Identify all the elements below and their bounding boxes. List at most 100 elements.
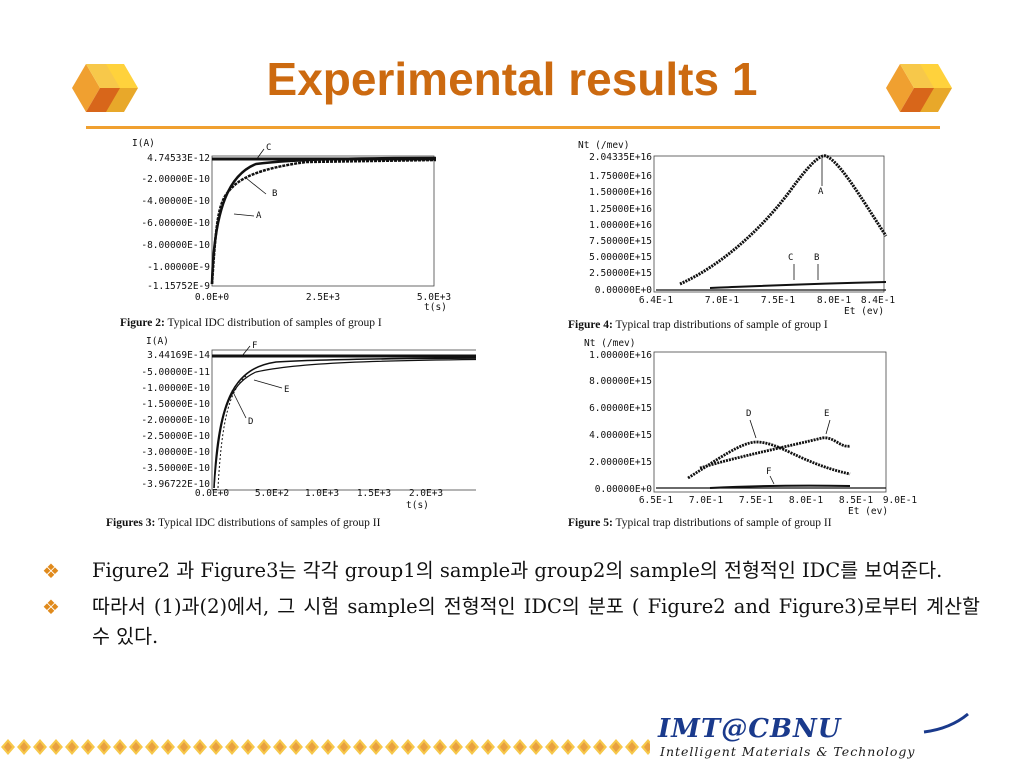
fig3-ytick: -3.00000E-10 <box>141 447 210 458</box>
fig3-caption-bold: Figures 3: <box>106 517 155 529</box>
figure-5: Nt (/mev) 1.00000E+16 8.00000E+15 6.0000… <box>560 338 920 534</box>
bullet-item: ❖ 따라서 (1)과(2)에서, 그 시험 sample의 전형적인 IDC의 … <box>38 592 980 652</box>
fig4-ytick: 0.00000E+0 <box>595 285 652 296</box>
fig4-xtick: 8.0E-1 <box>817 295 852 306</box>
fig2-ytick: 4.74533E-12 <box>147 153 210 164</box>
fig3-xlabel: t(s) <box>406 500 429 511</box>
fig5-xtick: 8.5E-1 <box>839 495 874 506</box>
fig4-ytick: 7.50000E+15 <box>589 236 652 247</box>
bullet-text: Figure2 과 Figure3는 각각 group1의 sample과 gr… <box>92 559 943 582</box>
fig4-caption: Typical trap distributions of sample of … <box>616 319 828 331</box>
fig5-xtick: 7.5E-1 <box>739 495 774 506</box>
fig4-xtick: 7.5E-1 <box>761 295 796 306</box>
fig4-ytick: 1.00000E+16 <box>589 220 652 231</box>
fig4-ylabel: Nt (/mev) <box>578 140 629 151</box>
fig4-curve-label: C <box>788 253 793 263</box>
fig2-ytick: -1.15752E-9 <box>147 281 210 292</box>
fig5-xtick: 8.0E-1 <box>789 495 824 506</box>
fig3-ytick: -1.00000E-10 <box>141 383 210 394</box>
fig3-ytick: -2.00000E-10 <box>141 415 210 426</box>
fig3-ytick: -5.00000E-11 <box>141 367 210 378</box>
fig3-curve-label: D <box>248 417 253 427</box>
fig2-ytick: -6.00000E-10 <box>141 218 210 229</box>
fig2-ytick: -8.00000E-10 <box>141 240 210 251</box>
fig2-ytick: -1.00000E-9 <box>147 262 210 273</box>
svg-text:Figure 5: Typical trap distrib: Figure 5: Typical trap distributions of … <box>568 517 832 529</box>
fig5-ytick: 2.00000E+15 <box>589 457 652 468</box>
figure-4: Nt (/mev) 2.04335E+16 1.75000E+16 1.5000… <box>560 136 910 336</box>
fig5-ytick: 4.00000E+15 <box>589 430 652 441</box>
fig2-xtick: 0.0E+0 <box>195 292 230 303</box>
diamond-bullet-icon: ❖ <box>42 559 60 583</box>
fig5-ylabel: Nt (/mev) <box>584 338 635 349</box>
fig4-xlabel: Et (ev) <box>844 306 884 317</box>
fig3-ytick: -2.50000E-10 <box>141 431 210 442</box>
fig3-xtick: 1.5E+3 <box>357 488 391 499</box>
fig3-curve-label: F <box>252 341 257 351</box>
imt-cbnu-logo: IMT@CBNU Intelligent Materials & Technol… <box>652 712 992 764</box>
fig4-ytick: 5.00000E+15 <box>589 252 652 263</box>
fig5-xtick: 7.0E-1 <box>689 495 724 506</box>
fig4-xtick: 8.4E-1 <box>861 295 896 306</box>
fig3-ylabel: I(A) <box>146 336 169 347</box>
fig4-curve-label: A <box>818 187 824 197</box>
fig3-curve-label: E <box>284 385 289 395</box>
fig2-yticks: 4.74533E-12 -2.00000E-10 -4.00000E-10 -6… <box>141 153 210 292</box>
fig4-ytick: 1.50000E+16 <box>589 187 652 198</box>
fig5-ytick: 6.00000E+15 <box>589 403 652 414</box>
fig4-xtick: 7.0E-1 <box>705 295 740 306</box>
svg-text:Figure 2: Typical IDC distribu: Figure 2: Typical IDC distribution of sa… <box>120 317 382 329</box>
fig3-xtick: 0.0E+0 <box>195 488 230 499</box>
fig3-ytick: -3.50000E-10 <box>141 463 210 474</box>
fig2-xtick: 2.5E+3 <box>306 292 340 303</box>
fig3-xtick: 5.0E+2 <box>255 488 289 499</box>
fig4-xtick: 6.4E-1 <box>639 295 674 306</box>
fig5-xlabel: Et (ev) <box>848 506 888 517</box>
fig4-ytick: 1.75000E+16 <box>589 171 652 182</box>
fig3-xtick: 2.0E+3 <box>409 488 443 499</box>
fig5-ytick: 1.00000E+16 <box>589 350 652 361</box>
bullet-item: ❖ Figure2 과 Figure3는 각각 group1의 sample과 … <box>38 556 980 586</box>
fig3-ytick: -1.50000E-10 <box>141 399 210 410</box>
title-underline <box>86 126 940 129</box>
cube-decoration-left-icon <box>72 64 138 112</box>
logo-subtitle: Intelligent Materials & Technology <box>660 744 916 759</box>
svg-text:Figure 4: Typical trap distrib: Figure 4: Typical trap distributions of … <box>568 319 828 331</box>
fig2-ytick: -2.00000E-10 <box>141 174 210 185</box>
fig2-curve-a <box>210 158 437 285</box>
fig4-ytick: 2.50000E+15 <box>589 268 652 279</box>
fig2-ylabel: I(A) <box>132 138 155 149</box>
bullet-list: ❖ Figure2 과 Figure3는 각각 group1의 sample과 … <box>38 556 980 658</box>
fig5-curve-label: D <box>746 409 751 419</box>
fig4-curve-label: B <box>814 253 819 263</box>
bullet-text: 따라서 (1)과(2)에서, 그 시험 sample의 전형적인 IDC의 분포… <box>92 595 980 648</box>
diamond-bullet-icon: ❖ <box>42 595 60 619</box>
fig2-xtick: 5.0E+3 <box>417 292 451 303</box>
fig5-caption-bold: Figure 5: <box>568 517 613 529</box>
fig2-xlabel: t(s) <box>424 302 447 313</box>
fig4-ytick: 1.25000E+16 <box>589 204 652 215</box>
logo-main-text: IMT@CBNU <box>658 714 842 744</box>
figure-3: I(A) 3.44169E-14 -5.00000E-11 -1.00000E-… <box>106 336 476 530</box>
figure-2: I(A) 4.74533E-12 -2.00000E-10 -4.00000E-… <box>106 134 466 334</box>
fig2-curve-label: C <box>266 143 271 153</box>
fig4-ytick: 2.04335E+16 <box>589 152 652 163</box>
fig3-caption: Typical IDC distributions of samples of … <box>158 517 381 529</box>
svg-text:Figures 3: Typical IDC distrib: Figures 3: Typical IDC distributions of … <box>106 517 381 529</box>
slide-title: Experimental results 1 <box>266 53 758 105</box>
fig2-ytick: -4.00000E-10 <box>141 196 210 207</box>
fig2-caption: Typical IDC distribution of samples of g… <box>168 317 382 329</box>
fig3-ytick: -3.96722E-10 <box>141 479 210 490</box>
footer-pattern <box>0 738 650 756</box>
fig5-caption: Typical trap distributions of sample of … <box>616 517 832 529</box>
fig3-xtick: 1.0E+3 <box>305 488 339 499</box>
fig2-curve-label: A <box>256 211 262 221</box>
fig5-curve-label: E <box>824 409 829 419</box>
fig5-ytick: 8.00000E+15 <box>589 376 652 387</box>
fig5-xtick: 9.0E-1 <box>883 495 918 506</box>
fig3-ytick: 3.44169E-14 <box>147 350 210 361</box>
fig2-caption-bold: Figure 2: <box>120 317 165 329</box>
logo-swoosh-icon <box>923 712 969 734</box>
fig5-curve-label: F <box>766 467 771 477</box>
cube-decoration-right-icon <box>886 64 952 112</box>
